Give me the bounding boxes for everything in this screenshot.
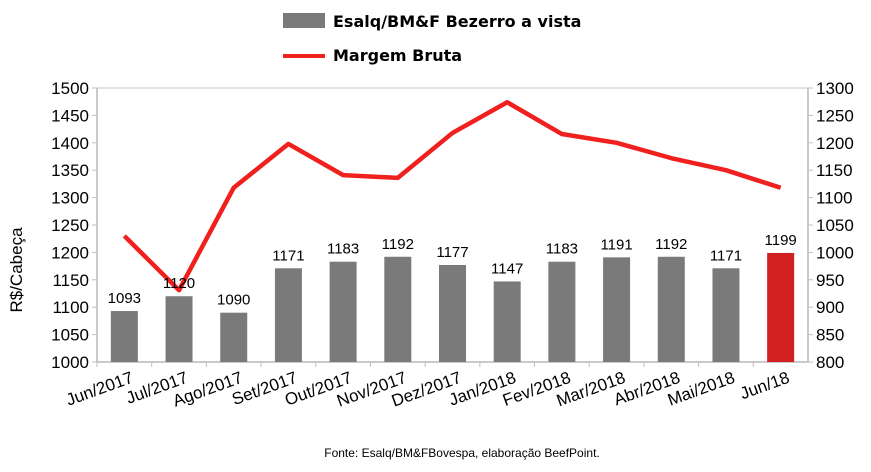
y2-tick-label: 1100 (816, 189, 853, 208)
legend-label-line: Margem Bruta (333, 46, 462, 65)
y2-tick-label: 800 (816, 353, 844, 372)
y-tick-label: 1300 (51, 189, 89, 208)
bar (493, 281, 521, 362)
data-label: 1192 (655, 236, 687, 253)
y2-tick-label: 1050 (816, 216, 854, 235)
y-tick-label: 1250 (51, 216, 89, 235)
x-tick-label: Jun/18 (738, 368, 792, 403)
bar (384, 256, 412, 362)
bar (657, 256, 685, 362)
y-tick-label: 1200 (51, 243, 89, 262)
bar (603, 257, 631, 362)
data-label: 1199 (765, 232, 797, 249)
y-tick-label: 1400 (51, 134, 89, 153)
data-label: 1191 (600, 236, 632, 253)
y-tick-label: 1000 (51, 353, 89, 372)
source-note: Fonte: Esalq/BM&FBovespa, elaboração Bee… (324, 446, 600, 460)
bar (220, 312, 248, 362)
y-tick-label: 1500 (51, 79, 89, 98)
data-label: 1171 (710, 247, 742, 264)
bar (329, 261, 357, 362)
y-tick-label: 1100 (52, 298, 89, 317)
data-label: 1147 (491, 260, 523, 277)
y2-tick-label: 850 (816, 326, 844, 345)
y2-tick-label: 1150 (816, 161, 853, 180)
margem-bruta-line (122, 99, 782, 293)
bar (274, 268, 302, 362)
y-axis-label: R$/Cabeça (7, 227, 26, 313)
y2-tick-label: 1000 (816, 243, 854, 262)
bar (767, 252, 795, 362)
legend: Esalq/BM&F Bezerro a vista Margem Bruta (283, 12, 581, 65)
data-label: 1093 (108, 290, 141, 307)
y-tick-label: 1350 (51, 161, 89, 180)
y2-tick-label: 1300 (816, 79, 854, 98)
bar (712, 268, 740, 362)
data-label: 1183 (327, 241, 359, 258)
y2-tick-label: 900 (816, 298, 844, 317)
bar (548, 261, 576, 362)
data-label: 1192 (382, 236, 414, 253)
y2-tick-label: 1200 (816, 134, 854, 153)
data-label: 1090 (217, 292, 250, 309)
y-tick-label: 1150 (52, 271, 89, 290)
legend-swatch-bar (283, 13, 325, 28)
bar (110, 311, 138, 362)
y2-tick-label: 1250 (816, 106, 854, 125)
data-label: 1171 (272, 247, 304, 264)
y-tick-label: 1050 (51, 326, 89, 345)
data-label: 1183 (546, 241, 578, 258)
bar (439, 265, 466, 362)
bar (165, 296, 193, 362)
y2-tick-label: 950 (816, 271, 844, 290)
data-label: 1120 (163, 275, 195, 292)
legend-label-bar: Esalq/BM&F Bezerro a vista (333, 12, 581, 31)
y-tick-label: 1450 (51, 106, 89, 125)
data-label: 1177 (436, 244, 468, 261)
